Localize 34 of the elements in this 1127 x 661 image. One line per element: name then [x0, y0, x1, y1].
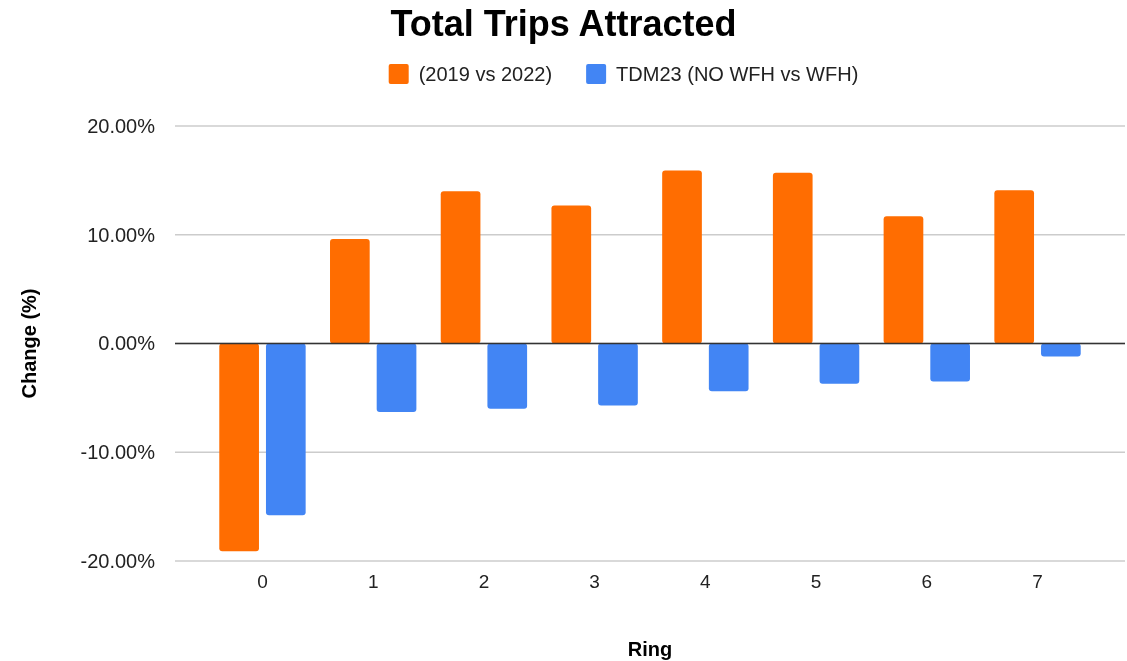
bar: [994, 190, 1035, 344]
x-tick-label: 7: [1032, 571, 1043, 593]
bar: [883, 216, 924, 344]
bar: [1041, 343, 1081, 357]
y-tick-label: -20.00%: [80, 549, 156, 572]
x-tick-label: 5: [810, 571, 822, 593]
bar: [487, 343, 528, 409]
bar: [551, 205, 592, 344]
x-tick-label: 3: [589, 571, 600, 593]
bar: [219, 343, 259, 552]
bar: [662, 170, 702, 344]
y-tick-label: 10.00%: [87, 223, 156, 246]
bar: [598, 343, 638, 406]
bar: [330, 239, 370, 344]
legend-label: TDM23 (NO WFH vs WFH): [616, 63, 859, 85]
legend-label: (2019 vs 2022): [418, 63, 553, 85]
x-tick-label: 2: [478, 571, 490, 593]
chart-title: Total Trips Attracted: [390, 3, 737, 44]
x-tick-label: 6: [921, 571, 933, 593]
y-tick-label: 0.00%: [98, 332, 156, 355]
x-tick-label: 0: [257, 571, 268, 593]
bar: [265, 343, 306, 516]
bar: [708, 343, 749, 392]
bar: [772, 172, 813, 344]
x-tick-label: 4: [700, 571, 712, 593]
bar: [819, 343, 860, 384]
y-tick-label: -10.00%: [80, 441, 156, 464]
bar: [930, 343, 970, 382]
y-tick-label: 20.00%: [87, 114, 156, 137]
y-axis-title: Change (%): [18, 288, 40, 399]
bar: [376, 343, 417, 413]
bar: [440, 191, 481, 344]
x-axis-title: Ring: [627, 638, 673, 660]
x-tick-label: 1: [367, 571, 379, 593]
